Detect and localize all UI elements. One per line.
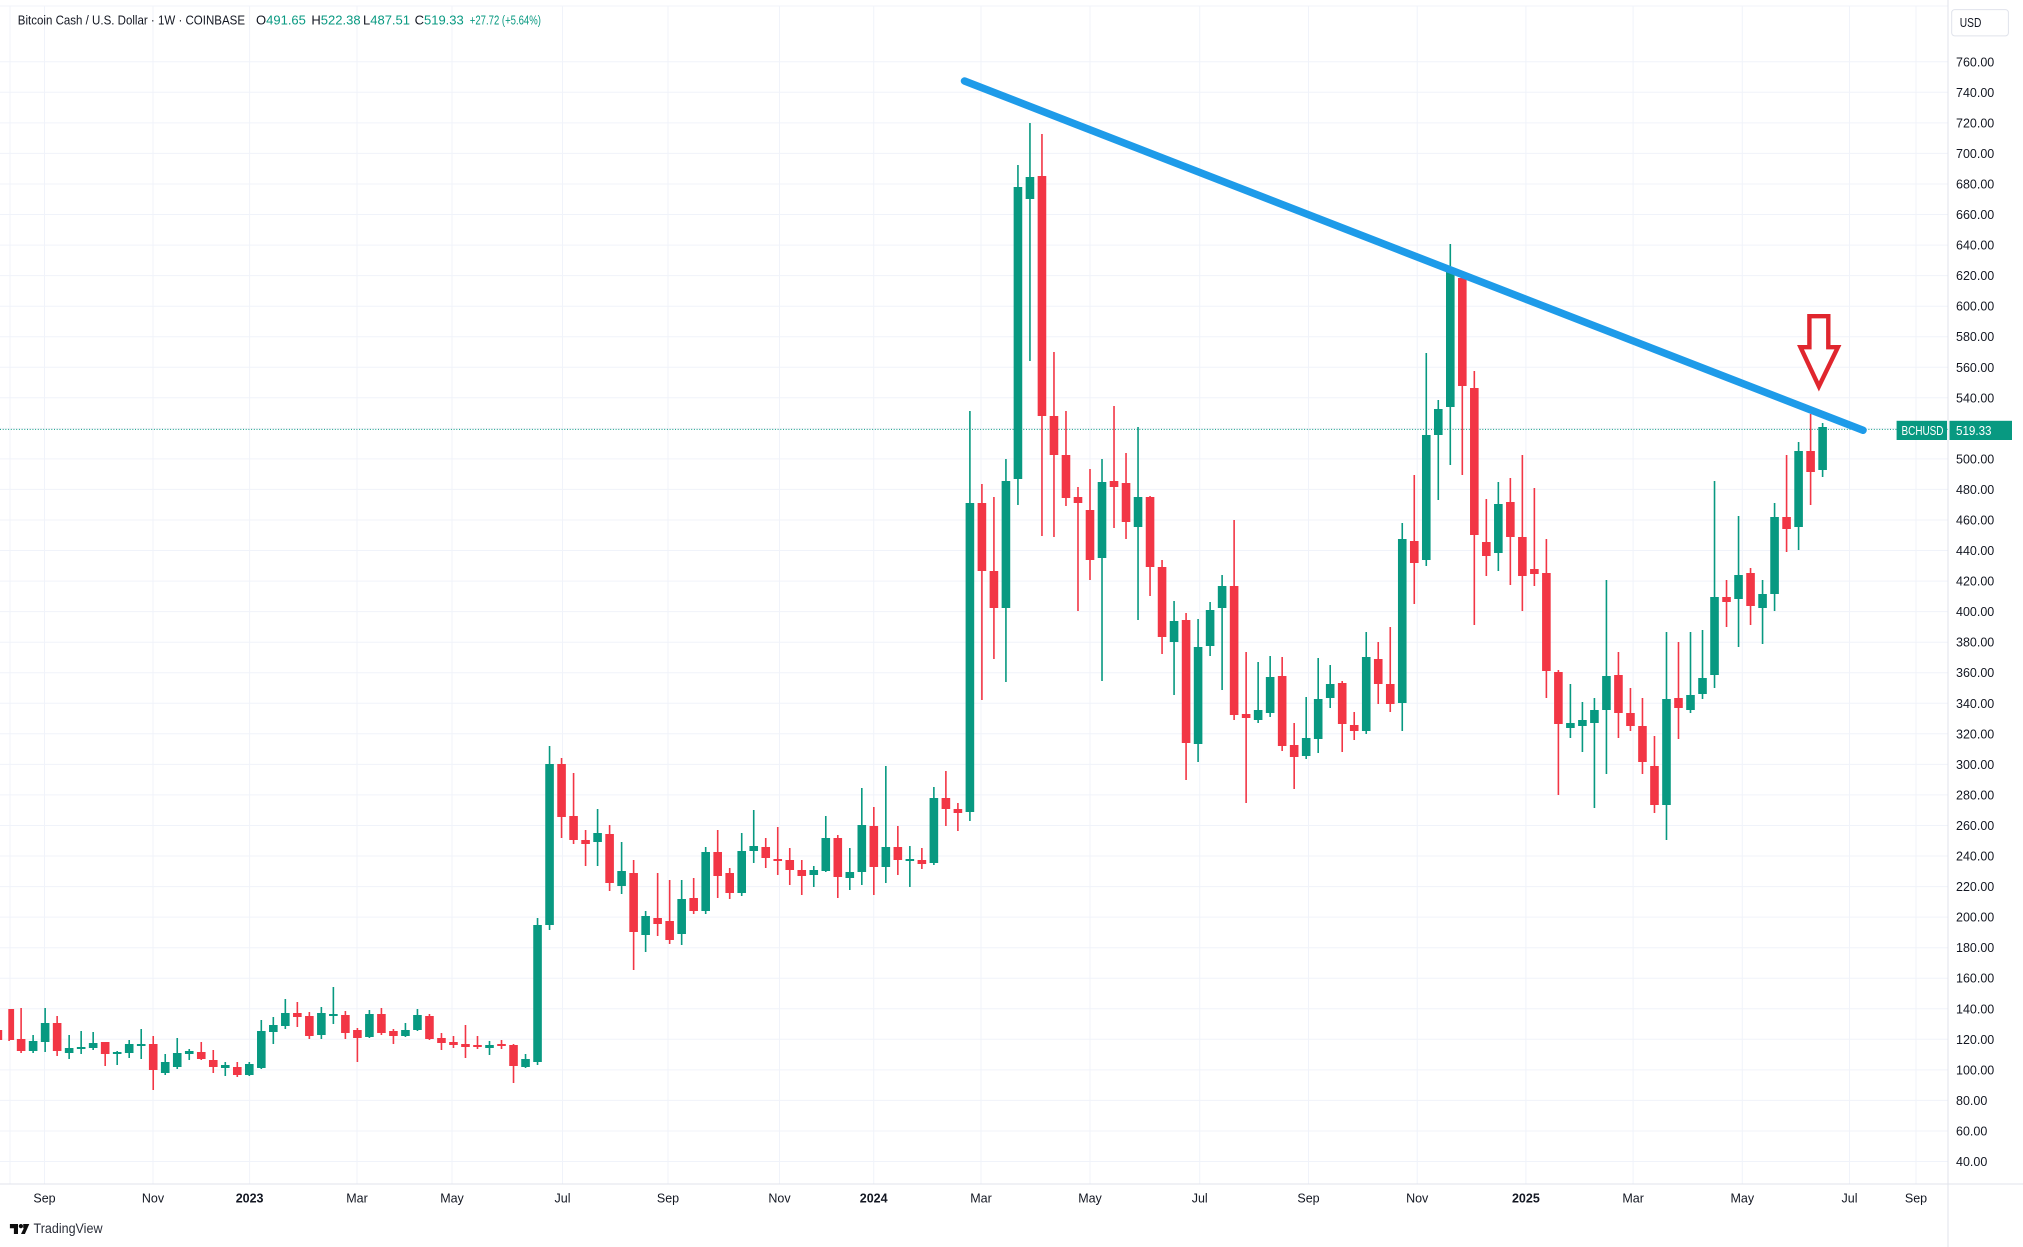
svg-text:C519.33: C519.33 [415,13,464,28]
svg-text:TradingView: TradingView [34,1221,103,1236]
svg-text:May: May [440,1192,464,1206]
svg-text:Sep: Sep [1297,1192,1319,1206]
svg-text:440.00: 440.00 [1956,544,1994,558]
svg-text:460.00: 460.00 [1956,514,1994,528]
svg-text:Jul: Jul [555,1192,571,1206]
svg-text:400.00: 400.00 [1956,605,1994,619]
svg-text:420.00: 420.00 [1956,575,1994,589]
svg-text:+27.72 (+5.64%): +27.72 (+5.64%) [470,13,541,28]
svg-text:680.00: 680.00 [1956,178,1994,192]
svg-text:340.00: 340.00 [1956,697,1994,711]
svg-text:600.00: 600.00 [1956,300,1994,314]
svg-text:80.00: 80.00 [1956,1094,1987,1108]
svg-text:100.00: 100.00 [1956,1063,1994,1077]
svg-text:320.00: 320.00 [1956,727,1994,741]
svg-text:760.00: 760.00 [1956,55,1994,69]
svg-text:120.00: 120.00 [1956,1033,1994,1047]
svg-text:700.00: 700.00 [1956,147,1994,161]
svg-text:H522.38: H522.38 [311,13,360,28]
svg-text:O491.65: O491.65 [256,13,306,28]
svg-text:180.00: 180.00 [1956,941,1994,955]
svg-text:280.00: 280.00 [1956,788,1994,802]
svg-text:Bitcoin Cash / U.S. Dollar · 1: Bitcoin Cash / U.S. Dollar · 1W · COINBA… [18,13,245,28]
svg-text:200.00: 200.00 [1956,911,1994,925]
svg-text:240.00: 240.00 [1956,850,1994,864]
svg-text:40.00: 40.00 [1956,1155,1987,1169]
svg-text:May: May [1730,1192,1754,1206]
svg-text:260.00: 260.00 [1956,819,1994,833]
svg-text:Mar: Mar [346,1192,368,1206]
svg-text:2025: 2025 [1512,1192,1540,1206]
svg-text:640.00: 640.00 [1956,239,1994,253]
svg-text:Jul: Jul [1192,1192,1208,1206]
svg-text:220.00: 220.00 [1956,880,1994,894]
svg-text:Sep: Sep [33,1192,55,1206]
svg-text:560.00: 560.00 [1956,361,1994,375]
svg-text:160.00: 160.00 [1956,972,1994,986]
svg-text:740.00: 740.00 [1956,86,1994,100]
svg-text:300.00: 300.00 [1956,758,1994,772]
svg-text:360.00: 360.00 [1956,666,1994,680]
svg-text:720.00: 720.00 [1956,116,1994,130]
svg-text:580.00: 580.00 [1956,330,1994,344]
svg-text:Jul: Jul [1842,1192,1858,1206]
svg-text:Sep: Sep [657,1192,679,1206]
svg-text:140.00: 140.00 [1956,1002,1994,1016]
svg-text:Mar: Mar [1622,1192,1644,1206]
svg-text:380.00: 380.00 [1956,636,1994,650]
svg-text:2023: 2023 [236,1192,264,1206]
svg-text:May: May [1078,1192,1102,1206]
svg-text:Nov: Nov [1406,1192,1429,1206]
svg-text:519.33: 519.33 [1956,424,1992,438]
svg-text:620.00: 620.00 [1956,269,1994,283]
svg-text:660.00: 660.00 [1956,208,1994,222]
svg-text:500.00: 500.00 [1956,452,1994,466]
svg-text:Mar: Mar [970,1192,992,1206]
svg-text:USD: USD [1960,15,1982,30]
svg-text:Nov: Nov [142,1192,165,1206]
svg-text:60.00: 60.00 [1956,1125,1987,1139]
svg-text:Nov: Nov [768,1192,791,1206]
svg-text:480.00: 480.00 [1956,483,1994,497]
svg-text:Sep: Sep [1905,1192,1927,1206]
svg-text:BCHUSD: BCHUSD [1902,424,1944,438]
svg-text:540.00: 540.00 [1956,391,1994,405]
svg-text:L487.51: L487.51 [363,13,410,28]
svg-text:2024: 2024 [860,1192,888,1206]
